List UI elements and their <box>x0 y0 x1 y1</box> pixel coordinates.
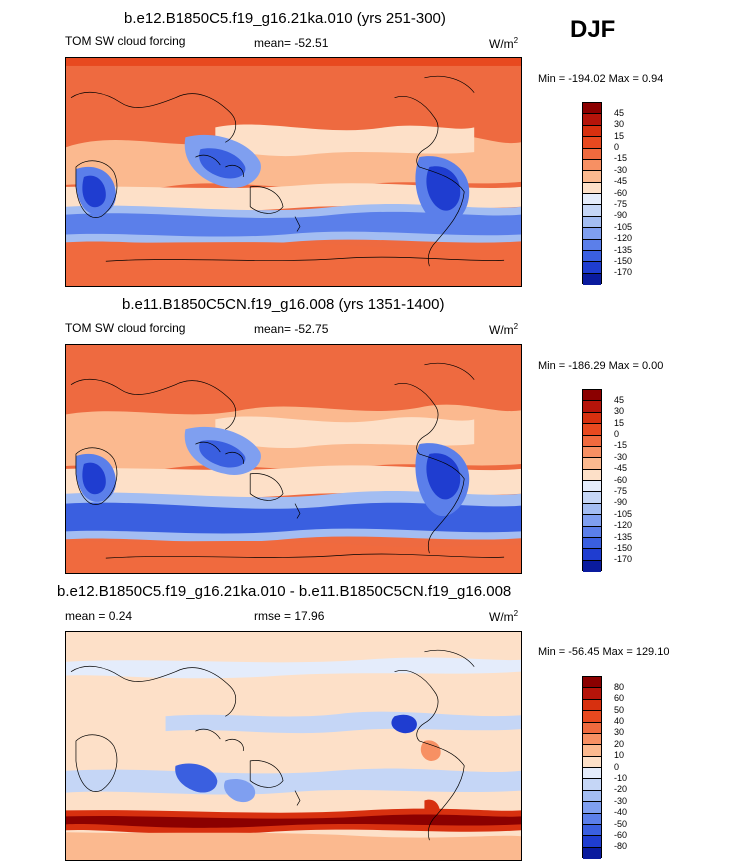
panel-1-units: W/m2 <box>489 36 519 51</box>
cbar-tick: 20 <box>614 739 625 749</box>
panel-2-title: b.e11.B1850C5CN.f19_g16.008 (yrs 1351-14… <box>122 296 445 313</box>
cbar-tick: 10 <box>614 750 625 760</box>
cbar-tick: -10 <box>614 773 628 783</box>
cbar-tick: 15 <box>614 418 625 428</box>
cbar-tick: -30 <box>614 165 628 175</box>
cbar-tick: -120 <box>614 520 633 530</box>
cbar-tick: 45 <box>614 108 625 118</box>
panel-1-map <box>65 57 522 287</box>
panel-2-map <box>65 344 522 574</box>
cbar-tick: -45 <box>614 176 628 186</box>
cbar-tick: -15 <box>614 440 628 450</box>
cbar-tick: -135 <box>614 532 633 542</box>
cbar-tick: 60 <box>614 693 625 703</box>
panel-2-variable-label: TOM SW cloud forcing <box>65 321 186 335</box>
cbar-tick: 0 <box>614 429 620 439</box>
panel-3-colorbar <box>582 676 602 859</box>
cbar-tick: -50 <box>614 819 628 829</box>
panel-2-minmax: Min = -186.29 Max = 0.00 <box>538 360 664 372</box>
panel-1-minmax: Min = -194.02 Max = 0.94 <box>538 73 664 85</box>
cbar-tick: 15 <box>614 131 625 141</box>
cbar-tick: 0 <box>614 142 620 152</box>
cbar-tick: -60 <box>614 188 628 198</box>
panel-2-colorbar <box>582 389 602 572</box>
panel-1-mean-label: mean= -52.51 <box>254 36 329 50</box>
cbar-tick: -120 <box>614 233 633 243</box>
cbar-tick: -80 <box>614 841 628 851</box>
panel-3-minmax: Min = -56.45 Max = 129.10 <box>538 646 670 658</box>
panel-3-title: b.e12.B1850C5.f19_g16.21ka.010 - b.e11.B… <box>57 583 512 600</box>
cbar-tick: -30 <box>614 452 628 462</box>
cbar-tick: -150 <box>614 256 633 266</box>
cbar-tick: 30 <box>614 727 625 737</box>
cbar-tick: -60 <box>614 475 628 485</box>
cbar-tick: -170 <box>614 267 633 277</box>
cbar-tick: -90 <box>614 497 628 507</box>
panel-3-map <box>65 631 522 861</box>
cbar-tick: -105 <box>614 509 633 519</box>
panel-3-rmse-label: rmse = 17.96 <box>254 609 325 623</box>
cbar-tick: -20 <box>614 784 628 794</box>
cbar-tick: -75 <box>614 486 628 496</box>
cbar-tick: -135 <box>614 245 633 255</box>
panel-3-units: W/m2 <box>489 609 519 624</box>
cbar-tick: 40 <box>614 716 625 726</box>
cbar-tick: 0 <box>614 762 620 772</box>
cbar-tick: -150 <box>614 543 633 553</box>
season-label: DJF <box>570 16 616 43</box>
cbar-tick: -90 <box>614 210 628 220</box>
cbar-tick: -30 <box>614 796 628 806</box>
cbar-tick: -45 <box>614 463 628 473</box>
cbar-tick: -75 <box>614 199 628 209</box>
panel-1-title: b.e12.B1850C5.f19_g16.21ka.010 (yrs 251-… <box>124 10 446 27</box>
panel-3-mean-label: mean = 0.24 <box>65 609 133 623</box>
cbar-tick: -15 <box>614 153 628 163</box>
cbar-tick: -40 <box>614 807 628 817</box>
cbar-tick: 45 <box>614 395 625 405</box>
cbar-tick: 30 <box>614 119 625 129</box>
cbar-tick: -60 <box>614 830 628 840</box>
cbar-tick: -170 <box>614 554 633 564</box>
panel-1-colorbar <box>582 102 602 285</box>
panel-2-mean-label: mean= -52.75 <box>254 322 329 336</box>
cbar-tick: 50 <box>614 705 625 715</box>
panel-1-variable-label: TOM SW cloud forcing <box>65 34 186 48</box>
panel-2-units: W/m2 <box>489 322 519 337</box>
cbar-tick: 80 <box>614 682 625 692</box>
cbar-tick: -105 <box>614 222 633 232</box>
cbar-tick: 30 <box>614 406 625 416</box>
